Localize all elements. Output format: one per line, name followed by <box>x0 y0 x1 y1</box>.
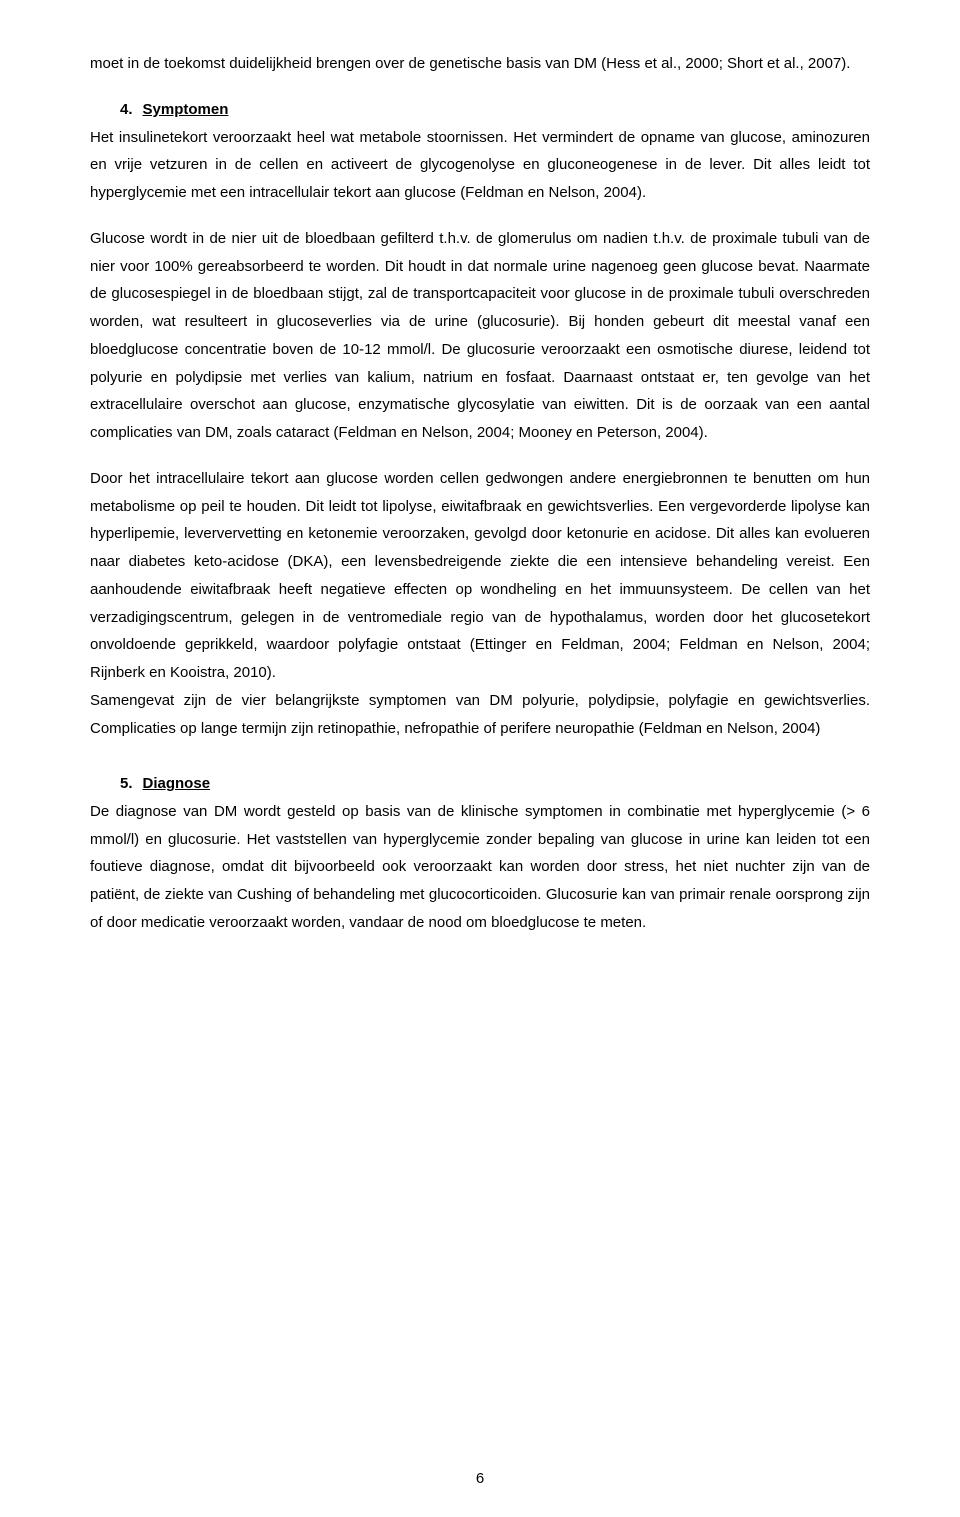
spacer <box>90 742 870 770</box>
section-heading-5: 5. Diagnose <box>120 770 870 798</box>
paragraph-intro: moet in de toekomst duidelijkheid brenge… <box>90 50 870 78</box>
paragraph-symptomen-2: Glucose wordt in de nier uit de bloedbaa… <box>90 225 870 447</box>
paragraph-text: Door het intracellulaire tekort aan gluc… <box>90 470 870 681</box>
section-title: Symptomen <box>143 101 229 118</box>
section-heading-4: 4. Symptomen <box>120 96 870 124</box>
section-title: Diagnose <box>143 775 211 792</box>
paragraph-text: Samengevat zijn de vier belangrijkste sy… <box>90 692 870 737</box>
page-number: 6 <box>0 1470 960 1487</box>
paragraph-symptomen-3: Door het intracellulaire tekort aan gluc… <box>90 465 870 743</box>
section-number: 4. <box>120 101 133 118</box>
paragraph-diagnose: De diagnose van DM wordt gesteld op basi… <box>90 798 870 937</box>
section-number: 5. <box>120 775 133 792</box>
document-page: moet in de toekomst duidelijkheid brenge… <box>0 0 960 1517</box>
paragraph-symptomen-1: Het insulinetekort veroorzaakt heel wat … <box>90 124 870 207</box>
